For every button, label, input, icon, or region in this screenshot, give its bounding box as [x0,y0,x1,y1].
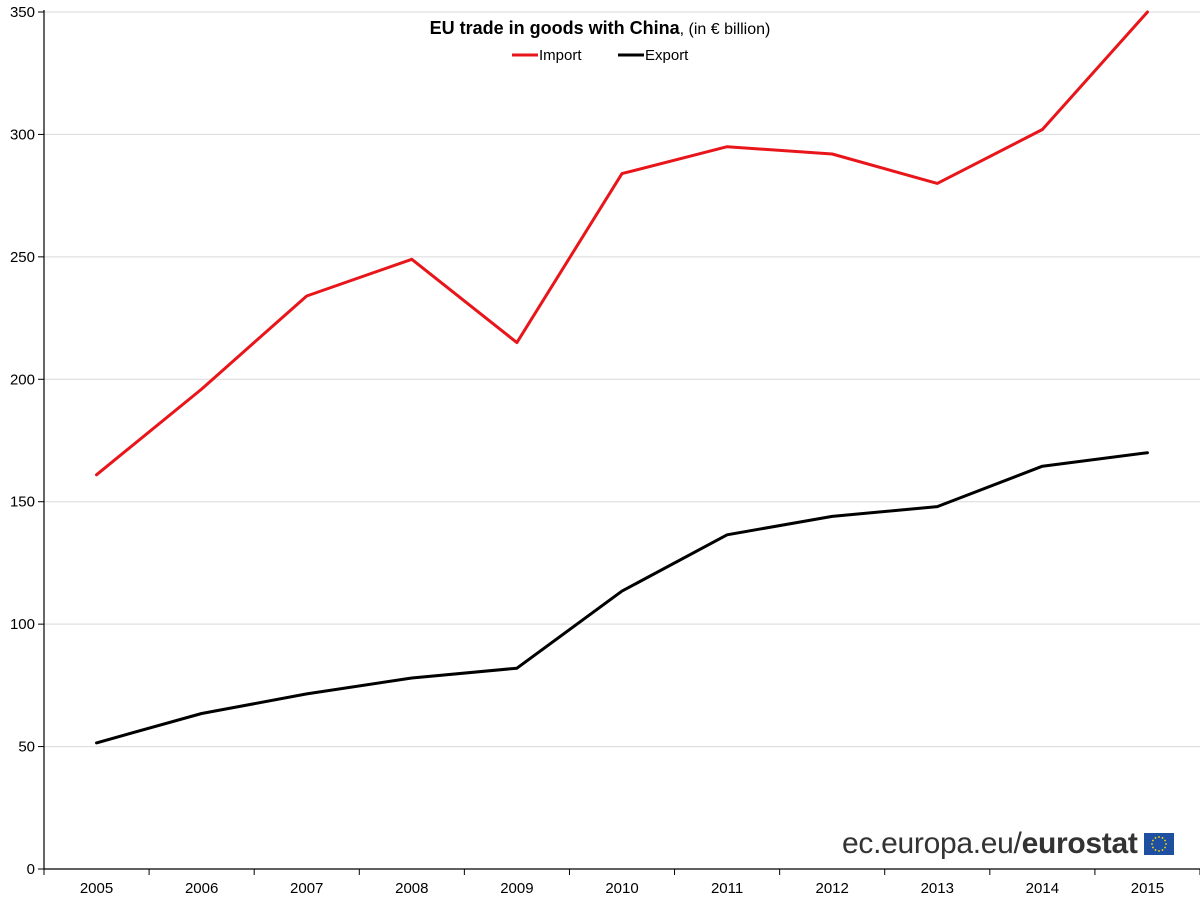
x-tick-label: 2014 [1026,880,1059,897]
legend-item-export: Export [618,47,689,64]
y-tick-label: 350 [10,4,35,21]
y-tick-label: 150 [10,494,35,511]
flag-star [1151,846,1154,849]
y-tick-label: 0 [27,861,35,878]
y-tick-label: 300 [10,126,35,143]
legend-label: Import [539,47,582,64]
watermark-brand: eurostat [1021,827,1138,860]
y-tick-label: 250 [10,249,35,266]
series-group [95,10,1149,745]
x-tick-label: 2009 [500,880,533,897]
chart-title-suffix: , (in € billion) [680,21,771,38]
chart-title: EU trade in goods with China, (in € bill… [430,18,771,38]
series-line-export [95,451,1149,745]
eu-flag-icon [1143,833,1174,855]
legend: Import Export [512,47,689,64]
flag-star [1151,839,1154,842]
flag-star [1163,839,1166,842]
legend-item-import: Import [512,47,582,64]
flag-star [1163,846,1166,849]
flag-star [1150,843,1153,845]
flag-star [1154,849,1156,851]
x-tick-label: 2012 [815,880,848,897]
x-tick-label: 2015 [1131,880,1164,897]
x-tick-label: 2007 [290,880,323,897]
series-line-import [95,10,1149,477]
y-axis-ticks: 0 50 100 150 200 250 300 350 [10,4,44,878]
y-tick-label: 50 [18,739,35,756]
flag-star [1161,837,1163,839]
gridlines [44,11,1200,748]
legend-label: Export [645,47,689,64]
axes [43,10,1200,870]
x-tick-label: 2006 [185,880,218,897]
flag-star [1157,850,1160,852]
flag-star [1161,849,1163,851]
x-tick-label: 2013 [921,880,954,897]
eurostat-watermark: ec.europa.eu/eurostat [842,822,1174,866]
y-tick-label: 200 [10,371,35,388]
x-tick-label: 2005 [80,880,113,897]
y-tick-label: 100 [10,616,35,633]
flag-star [1157,836,1160,838]
chart-title-main: EU trade in goods with China [430,18,681,38]
x-tick-label: 2008 [395,880,428,897]
x-tick-label: 2011 [711,880,743,897]
x-axis-ticks: 2005 2006 2007 2008 2009 2010 2011 2012 2013 2014… [43,869,1200,897]
flag-star [1164,843,1167,845]
flag-star [1154,837,1156,839]
watermark-prefix: ec.europa.eu/ [842,827,1022,860]
x-tick-label: 2010 [605,880,638,897]
